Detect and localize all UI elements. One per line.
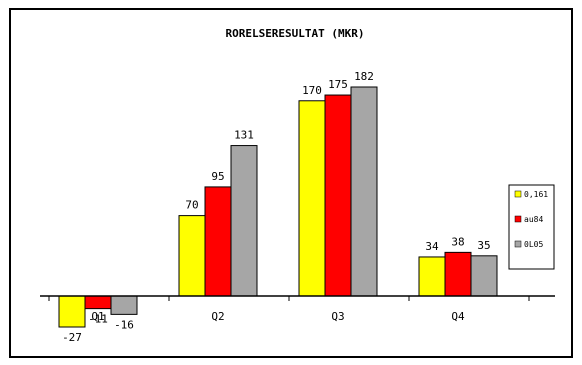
- x-tick-label-q1: Q1: [91, 310, 104, 323]
- data-label-q1-series-3: -16: [114, 318, 134, 331]
- bar-q2-series-2: [204, 186, 232, 297]
- bar-q4-series-2: [444, 251, 472, 297]
- bar-q1-series-2: [84, 295, 112, 310]
- bar-q1-series-3: [110, 295, 138, 315]
- bar-q4-series-3: [470, 255, 498, 297]
- bar-q1-series-1: [58, 295, 86, 328]
- bar-q2-series-3: [230, 145, 258, 297]
- data-label-q4-series-3: 35: [477, 239, 490, 252]
- data-label-q1-series-1: -27: [62, 331, 82, 344]
- bar-q3-series-1: [298, 100, 326, 297]
- bar-q3-series-3: [350, 86, 378, 297]
- legend-entry-2: au84: [524, 215, 543, 224]
- legend-swatch-2: [514, 215, 522, 223]
- chart-title: RORELSERESULTAT (MKR): [225, 27, 364, 40]
- x-tick-label-q3: Q3: [331, 310, 344, 323]
- x-tick-label-q4: Q4: [451, 310, 465, 323]
- data-label-q2-series-3: 131: [234, 129, 254, 142]
- data-label-q3-series-1: 170: [302, 84, 322, 97]
- x-tick-label-q2: Q2: [211, 310, 224, 323]
- legend-box: [508, 184, 555, 270]
- data-label-q2-series-1: 70: [185, 199, 198, 212]
- legend-swatch-1: [514, 190, 522, 198]
- data-label-q4-series-1: 34: [425, 240, 439, 253]
- bar-q2-series-1: [178, 215, 206, 297]
- legend-swatch-3: [514, 240, 522, 248]
- legend-entry-3: 0L05: [524, 240, 543, 249]
- data-label-q1-series-2: -11: [88, 313, 108, 326]
- bar-q4-series-1: [418, 256, 446, 297]
- data-label-q3-series-2: 175: [328, 78, 348, 91]
- data-label-q4-series-2: 38: [451, 235, 464, 248]
- bar-q3-series-2: [324, 94, 352, 297]
- data-label-q3-series-3: 182: [354, 70, 374, 83]
- legend-entry-1: 0,161: [524, 190, 548, 199]
- data-label-q2-series-2: 95: [211, 170, 224, 183]
